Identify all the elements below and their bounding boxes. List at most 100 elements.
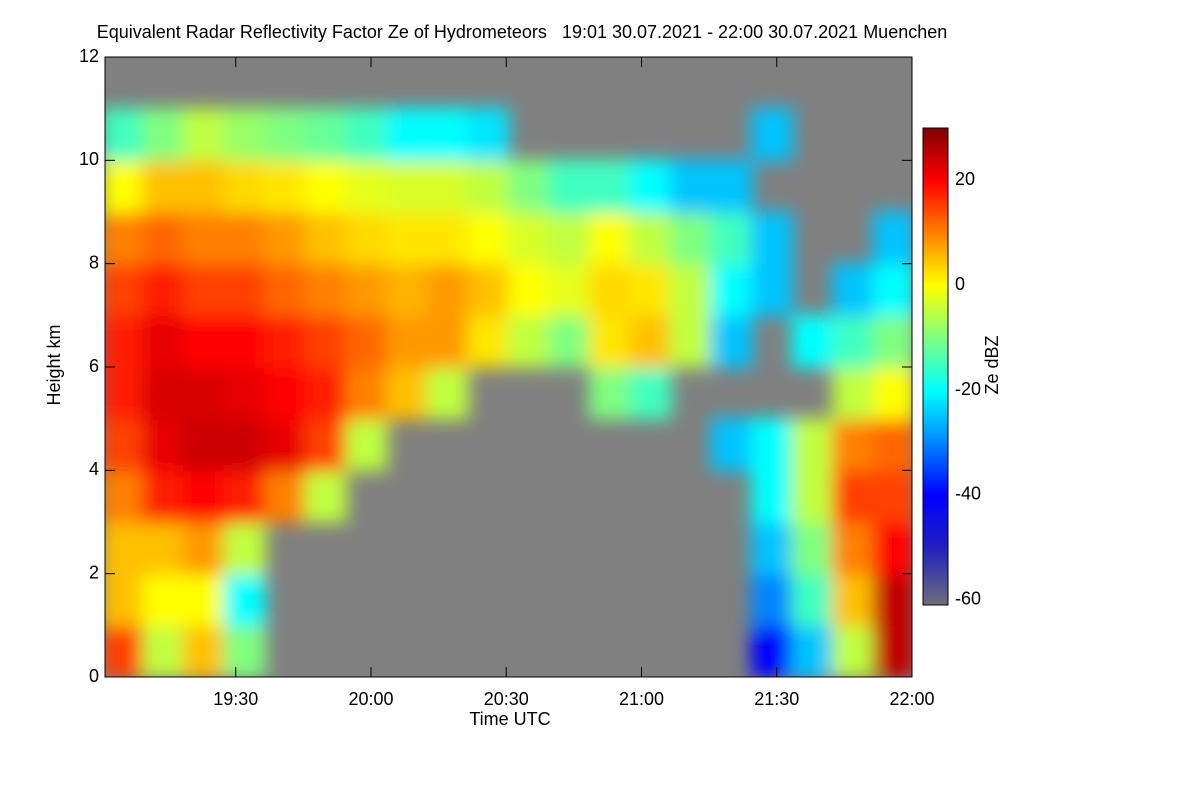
heatmap-cell	[426, 366, 469, 420]
x-tick-label: 21:30	[754, 689, 799, 709]
heatmap-cell	[105, 314, 145, 368]
heatmap-cell	[142, 521, 185, 575]
heatmap-cell	[426, 107, 469, 162]
heatmap-cell	[223, 521, 267, 575]
heatmap-cell	[710, 211, 753, 265]
heatmap-cell	[832, 417, 875, 472]
x-tick-label: 20:00	[348, 689, 393, 709]
heatmap-cell	[385, 107, 429, 162]
heatmap-cell	[223, 624, 267, 677]
x-axis-label: Time UTC	[469, 709, 550, 729]
chart-title: Equivalent Radar Reflectivity Factor Ze …	[97, 22, 948, 42]
heatmap-cell	[142, 159, 185, 213]
colorbar-tick-label: -20	[955, 379, 981, 399]
x-tick-label: 22:00	[889, 689, 934, 709]
heatmap-cell	[105, 211, 145, 265]
heatmap-cell	[182, 521, 226, 575]
heatmap-cell	[385, 211, 429, 265]
heatmap-cell	[182, 211, 226, 265]
heatmap-cell	[629, 262, 672, 317]
heatmap-cell	[750, 262, 794, 317]
heatmap-cell	[466, 211, 510, 265]
heatmap-cell	[345, 262, 388, 317]
y-tick-label: 10	[79, 149, 99, 169]
heatmap-cell	[426, 262, 469, 317]
heatmap-cell	[466, 107, 510, 162]
heatmap-cell	[304, 159, 348, 213]
heatmap-cell	[669, 314, 713, 368]
colorbar	[922, 127, 949, 606]
colorbar-tick-label: 20	[955, 169, 975, 189]
heatmap-cell	[507, 159, 551, 213]
heatmap-cell	[105, 521, 145, 575]
heatmap-cell	[710, 159, 753, 213]
heatmap-cell	[264, 159, 307, 213]
colorbar-tick-label: -40	[955, 484, 981, 504]
heatmap-cell	[872, 624, 912, 677]
heatmap-cell	[629, 314, 672, 368]
heatmap-cell	[710, 262, 753, 317]
heatmap-cell	[832, 572, 875, 627]
heatmap-cell	[588, 314, 632, 368]
heatmap-cell	[105, 469, 145, 523]
heatmap-cell	[105, 624, 145, 677]
heatmap-cell	[426, 314, 469, 368]
heatmap-cell	[223, 262, 267, 317]
heatmap-cell	[426, 211, 469, 265]
heatmap-cell	[223, 417, 267, 472]
heatmap-cell	[872, 521, 912, 575]
heatmap-cell	[182, 469, 226, 523]
heatmap-cell	[791, 314, 835, 368]
heatmap-cell	[669, 262, 713, 317]
heatmap-cell	[345, 366, 388, 420]
heatmap-cell	[832, 469, 875, 523]
heatmap-cell	[466, 159, 510, 213]
heatmap-cell	[182, 366, 226, 420]
y-tick-label: 2	[89, 562, 99, 582]
heatmap-cell	[182, 572, 226, 627]
heatmap-cell	[832, 314, 875, 368]
heatmap-cell	[507, 262, 551, 317]
heatmap-cell	[629, 159, 672, 213]
heatmap-cell	[872, 366, 912, 420]
heatmap-cell	[182, 107, 226, 162]
heatmap-cell	[182, 417, 226, 472]
heatmap-cell	[872, 262, 912, 317]
heatmap-cell	[182, 624, 226, 677]
heatmap-cell	[223, 572, 267, 627]
heatmap-cell	[750, 417, 794, 472]
heatmap-cell	[669, 211, 713, 265]
heatmap-cell	[588, 262, 632, 317]
heatmap-cell	[791, 624, 835, 677]
heatmap-cell	[105, 107, 145, 162]
heatmap-cell	[872, 572, 912, 627]
heatmap-cell	[182, 159, 226, 213]
heatmap-cell	[142, 624, 185, 677]
heatmap-cell	[345, 417, 388, 472]
heatmap-cell	[832, 366, 875, 420]
heatmap-cell	[223, 159, 267, 213]
heatmap-cell	[629, 211, 672, 265]
heatmap-cell	[345, 211, 388, 265]
heatmap-cell	[750, 107, 794, 162]
heatmap-cell	[105, 572, 145, 627]
heatmap-cell	[304, 314, 348, 368]
x-tick-label: 19:30	[213, 689, 258, 709]
heatmap-cell	[548, 211, 591, 265]
heatmap-cell	[507, 314, 551, 368]
heatmap-cell	[507, 211, 551, 265]
heatmap-cell	[466, 262, 510, 317]
heatmap-cell	[223, 469, 267, 523]
y-tick-label: 8	[89, 252, 99, 272]
heatmap-cell	[264, 211, 307, 265]
heatmap-cell	[182, 262, 226, 317]
heatmap-cell	[750, 469, 794, 523]
heatmap-cell	[791, 572, 835, 627]
heatmap-cell	[629, 366, 672, 420]
heatmap-cell	[345, 107, 388, 162]
y-tick-label: 12	[79, 46, 99, 66]
heatmap-cell	[832, 624, 875, 677]
heatmap-cell	[588, 366, 632, 420]
heatmap-cell	[223, 366, 267, 420]
